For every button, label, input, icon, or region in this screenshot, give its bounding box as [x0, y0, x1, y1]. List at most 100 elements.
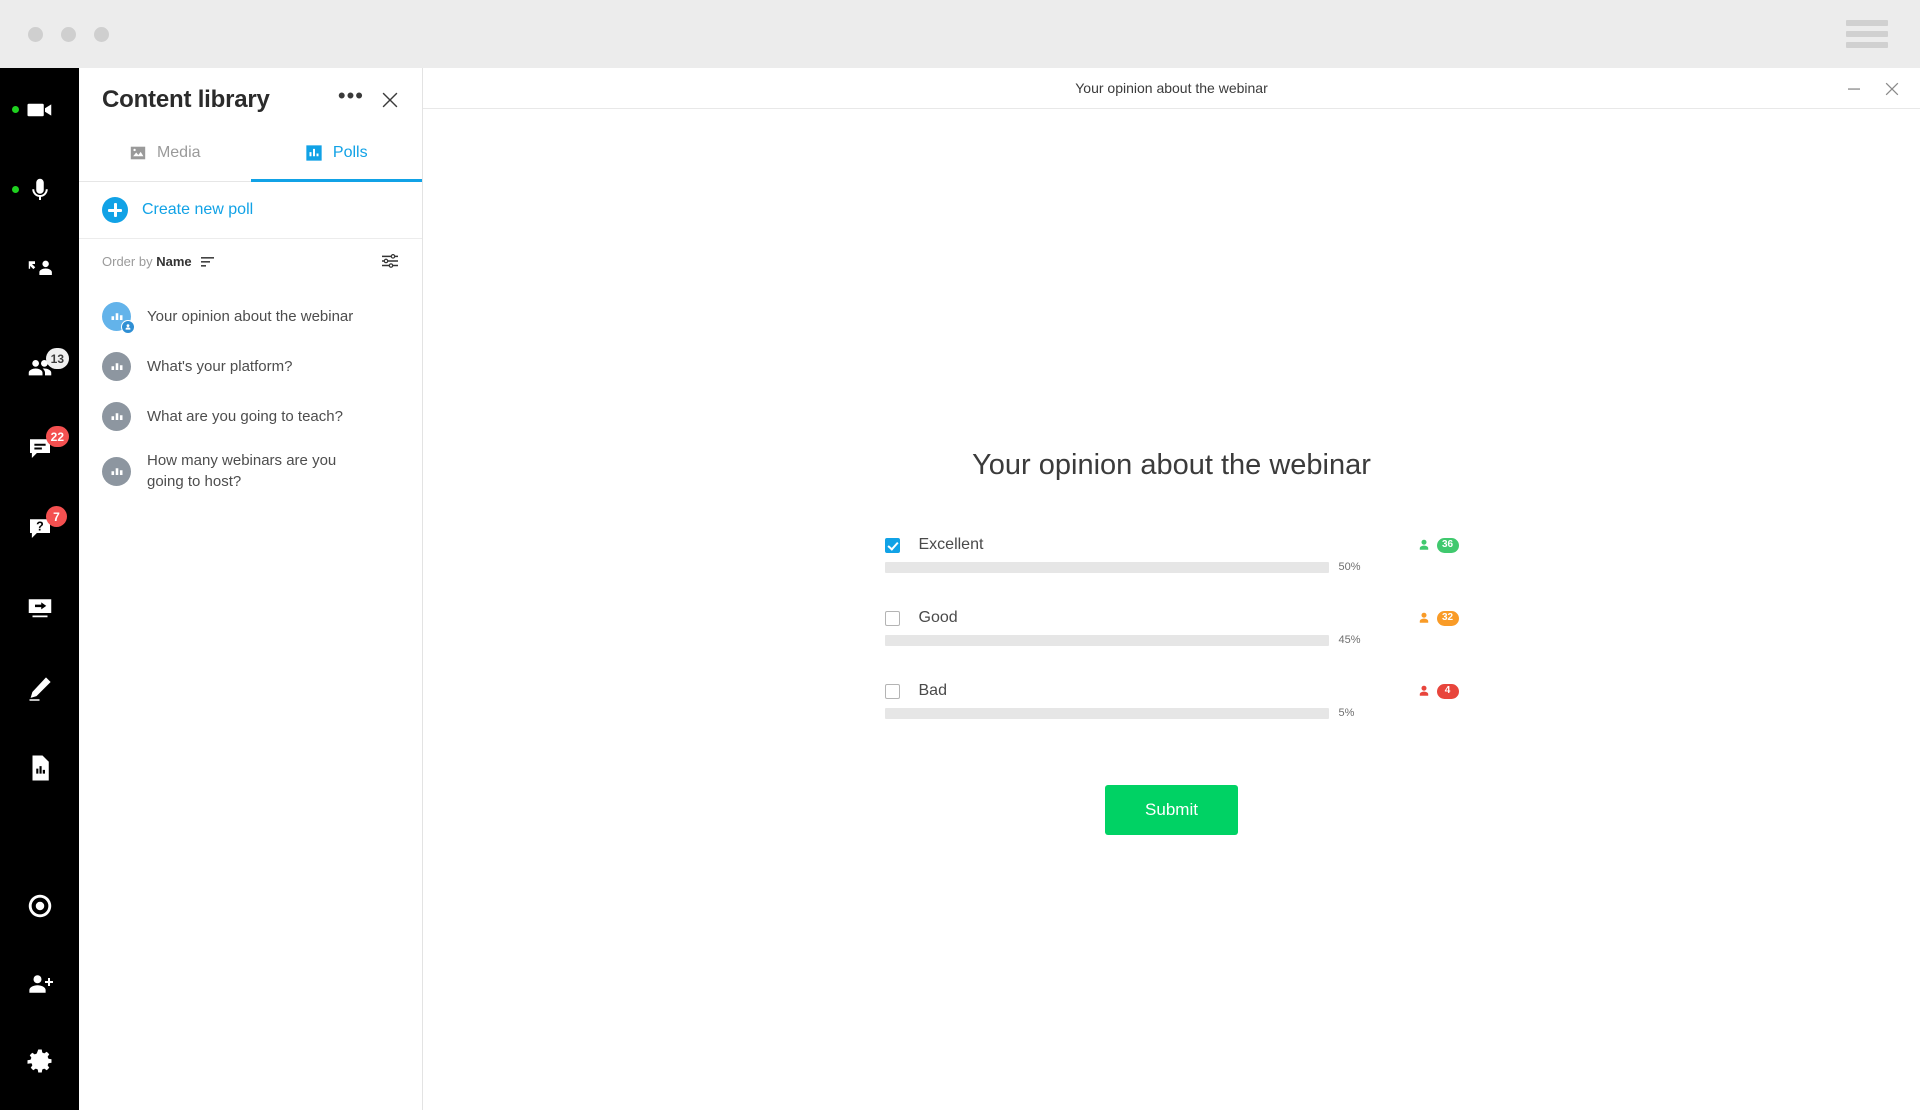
poll-option-bar-row: 5% [884, 707, 1459, 719]
option-vote-count: 32 [1436, 610, 1459, 626]
page-title: Content library [102, 85, 270, 113]
person-icon [1418, 612, 1430, 625]
chat-bubble-icon [25, 433, 55, 463]
progress-track [884, 707, 1329, 719]
rail-item-polls[interactable] [0, 738, 79, 798]
rail-item-camera[interactable] [0, 80, 79, 140]
option-checkbox-excellent[interactable] [884, 537, 900, 553]
pencil-whiteboard-icon [25, 673, 55, 703]
rail-item-whiteboard[interactable] [0, 658, 79, 718]
list-item[interactable]: What's your platform? [79, 341, 422, 391]
rail-item-participants[interactable]: 13 [0, 338, 79, 398]
order-by-row: Order by Name [79, 239, 422, 283]
library-more-button[interactable]: ••• [337, 82, 364, 108]
rail-item-chat[interactable]: 22 [0, 418, 79, 478]
tab-polls[interactable]: Polls [250, 131, 423, 182]
shared-with-attendees-icon [121, 319, 135, 334]
submit-button[interactable]: Submit [1105, 785, 1238, 835]
poll-option-bar-row: 45% [884, 634, 1459, 646]
poll-question-title: Your opinion about the webinar [972, 449, 1371, 481]
close-icon[interactable] [1884, 81, 1900, 97]
record-icon [25, 891, 55, 921]
poll-body: Your opinion about the webinar Excellent… [423, 109, 1920, 835]
chat-count-badge: 22 [45, 426, 69, 447]
rail-item-questions[interactable]: ? 7 [0, 498, 79, 558]
list-item[interactable]: How many webinars are you going to host? [79, 441, 422, 501]
bar-chart-icon [306, 145, 322, 161]
hamburger-icon[interactable] [1846, 20, 1888, 48]
invite-person-icon [25, 969, 55, 999]
submit-row: Submit [423, 785, 1920, 835]
rail-item-invite[interactable] [0, 954, 79, 1014]
rail-item-record[interactable] [0, 876, 79, 936]
rail-item-screen-share[interactable] [0, 240, 79, 300]
settings-gear-icon [25, 1047, 55, 1077]
presentation-share-icon [25, 593, 55, 623]
question-bubble-icon: ? [25, 513, 55, 543]
order-by-value: Name [156, 253, 192, 269]
poll-avatar [102, 401, 131, 431]
bar-chart-icon [102, 351, 131, 381]
option-checkbox-bad[interactable] [884, 683, 900, 699]
list-item-label: Your opinion about the webinar [147, 307, 354, 325]
order-by-prefix: Order by [102, 253, 153, 269]
sort-icon[interactable] [200, 254, 215, 269]
rail-item-settings[interactable] [0, 1032, 79, 1092]
stage-window-controls [1846, 68, 1900, 109]
rail-bottom-group [0, 876, 79, 1092]
option-label: Bad [918, 682, 947, 699]
list-item[interactable]: What are you going to teach? [79, 391, 422, 441]
filter-sliders-icon[interactable] [380, 251, 400, 271]
hamburger-line [1846, 31, 1888, 37]
stage-header: Your opinion about the webinar [423, 68, 1920, 109]
option-label: Good [918, 609, 958, 626]
poll-option-header: Good 32 [884, 607, 1459, 629]
left-toolbar-rail: 13 22 ? 7 [0, 68, 79, 1110]
option-vote-count: 4 [1436, 683, 1459, 699]
option-percentage: 5% [1338, 707, 1355, 719]
create-new-poll-button[interactable]: Create new poll [79, 182, 422, 239]
option-meta: 32 [1418, 610, 1459, 626]
rail-item-presentation-share[interactable] [0, 578, 79, 638]
person-icon [1418, 539, 1430, 552]
poll-options: Excellent 36 50% [884, 534, 1459, 719]
order-by-text[interactable]: Order by Name [102, 254, 192, 269]
window-traffic-lights[interactable] [28, 27, 109, 42]
window-titlebar [0, 0, 1920, 68]
option-checkbox-good[interactable] [884, 610, 900, 626]
poll-avatar [102, 351, 131, 381]
poll-document-icon [25, 753, 55, 783]
list-item-label: How many webinars are you going to host? [147, 452, 337, 490]
poll-option-bad: Bad 4 5% [884, 680, 1459, 719]
minimize-icon[interactable] [1846, 81, 1862, 97]
window-minimize-dot[interactable] [61, 27, 76, 42]
rail-mid-group: 13 22 ? 7 [0, 338, 79, 798]
participants-count-badge: 13 [45, 348, 69, 369]
rail-item-microphone[interactable] [0, 160, 79, 220]
hamburger-line [1846, 42, 1888, 48]
option-label: Excellent [918, 536, 984, 553]
image-icon [130, 146, 146, 160]
tab-media-label: Media [156, 144, 201, 161]
list-item[interactable]: Your opinion about the webinar [79, 291, 422, 341]
poll-option-header: Excellent 36 [884, 534, 1459, 556]
option-meta: 36 [1418, 537, 1459, 553]
poll-stage: Your opinion about the webinar Your opin… [423, 68, 1920, 1110]
svg-text:?: ? [36, 520, 44, 534]
screen-share-person-icon [25, 255, 55, 285]
bar-chart-icon [102, 456, 131, 486]
window-close-dot[interactable] [28, 27, 43, 42]
camera-live-dot [12, 106, 19, 113]
poll-avatar [102, 456, 131, 486]
create-new-poll-label: Create new poll [142, 201, 254, 218]
tab-media[interactable]: Media [79, 131, 251, 181]
progress-track [884, 634, 1329, 646]
list-item-label: What's your platform? [147, 357, 293, 375]
close-icon[interactable] [380, 90, 400, 110]
person-icon [1418, 685, 1430, 698]
microphone-icon [25, 175, 55, 205]
option-meta: 4 [1418, 683, 1459, 699]
window-zoom-dot[interactable] [94, 27, 109, 42]
hamburger-line [1846, 20, 1888, 26]
